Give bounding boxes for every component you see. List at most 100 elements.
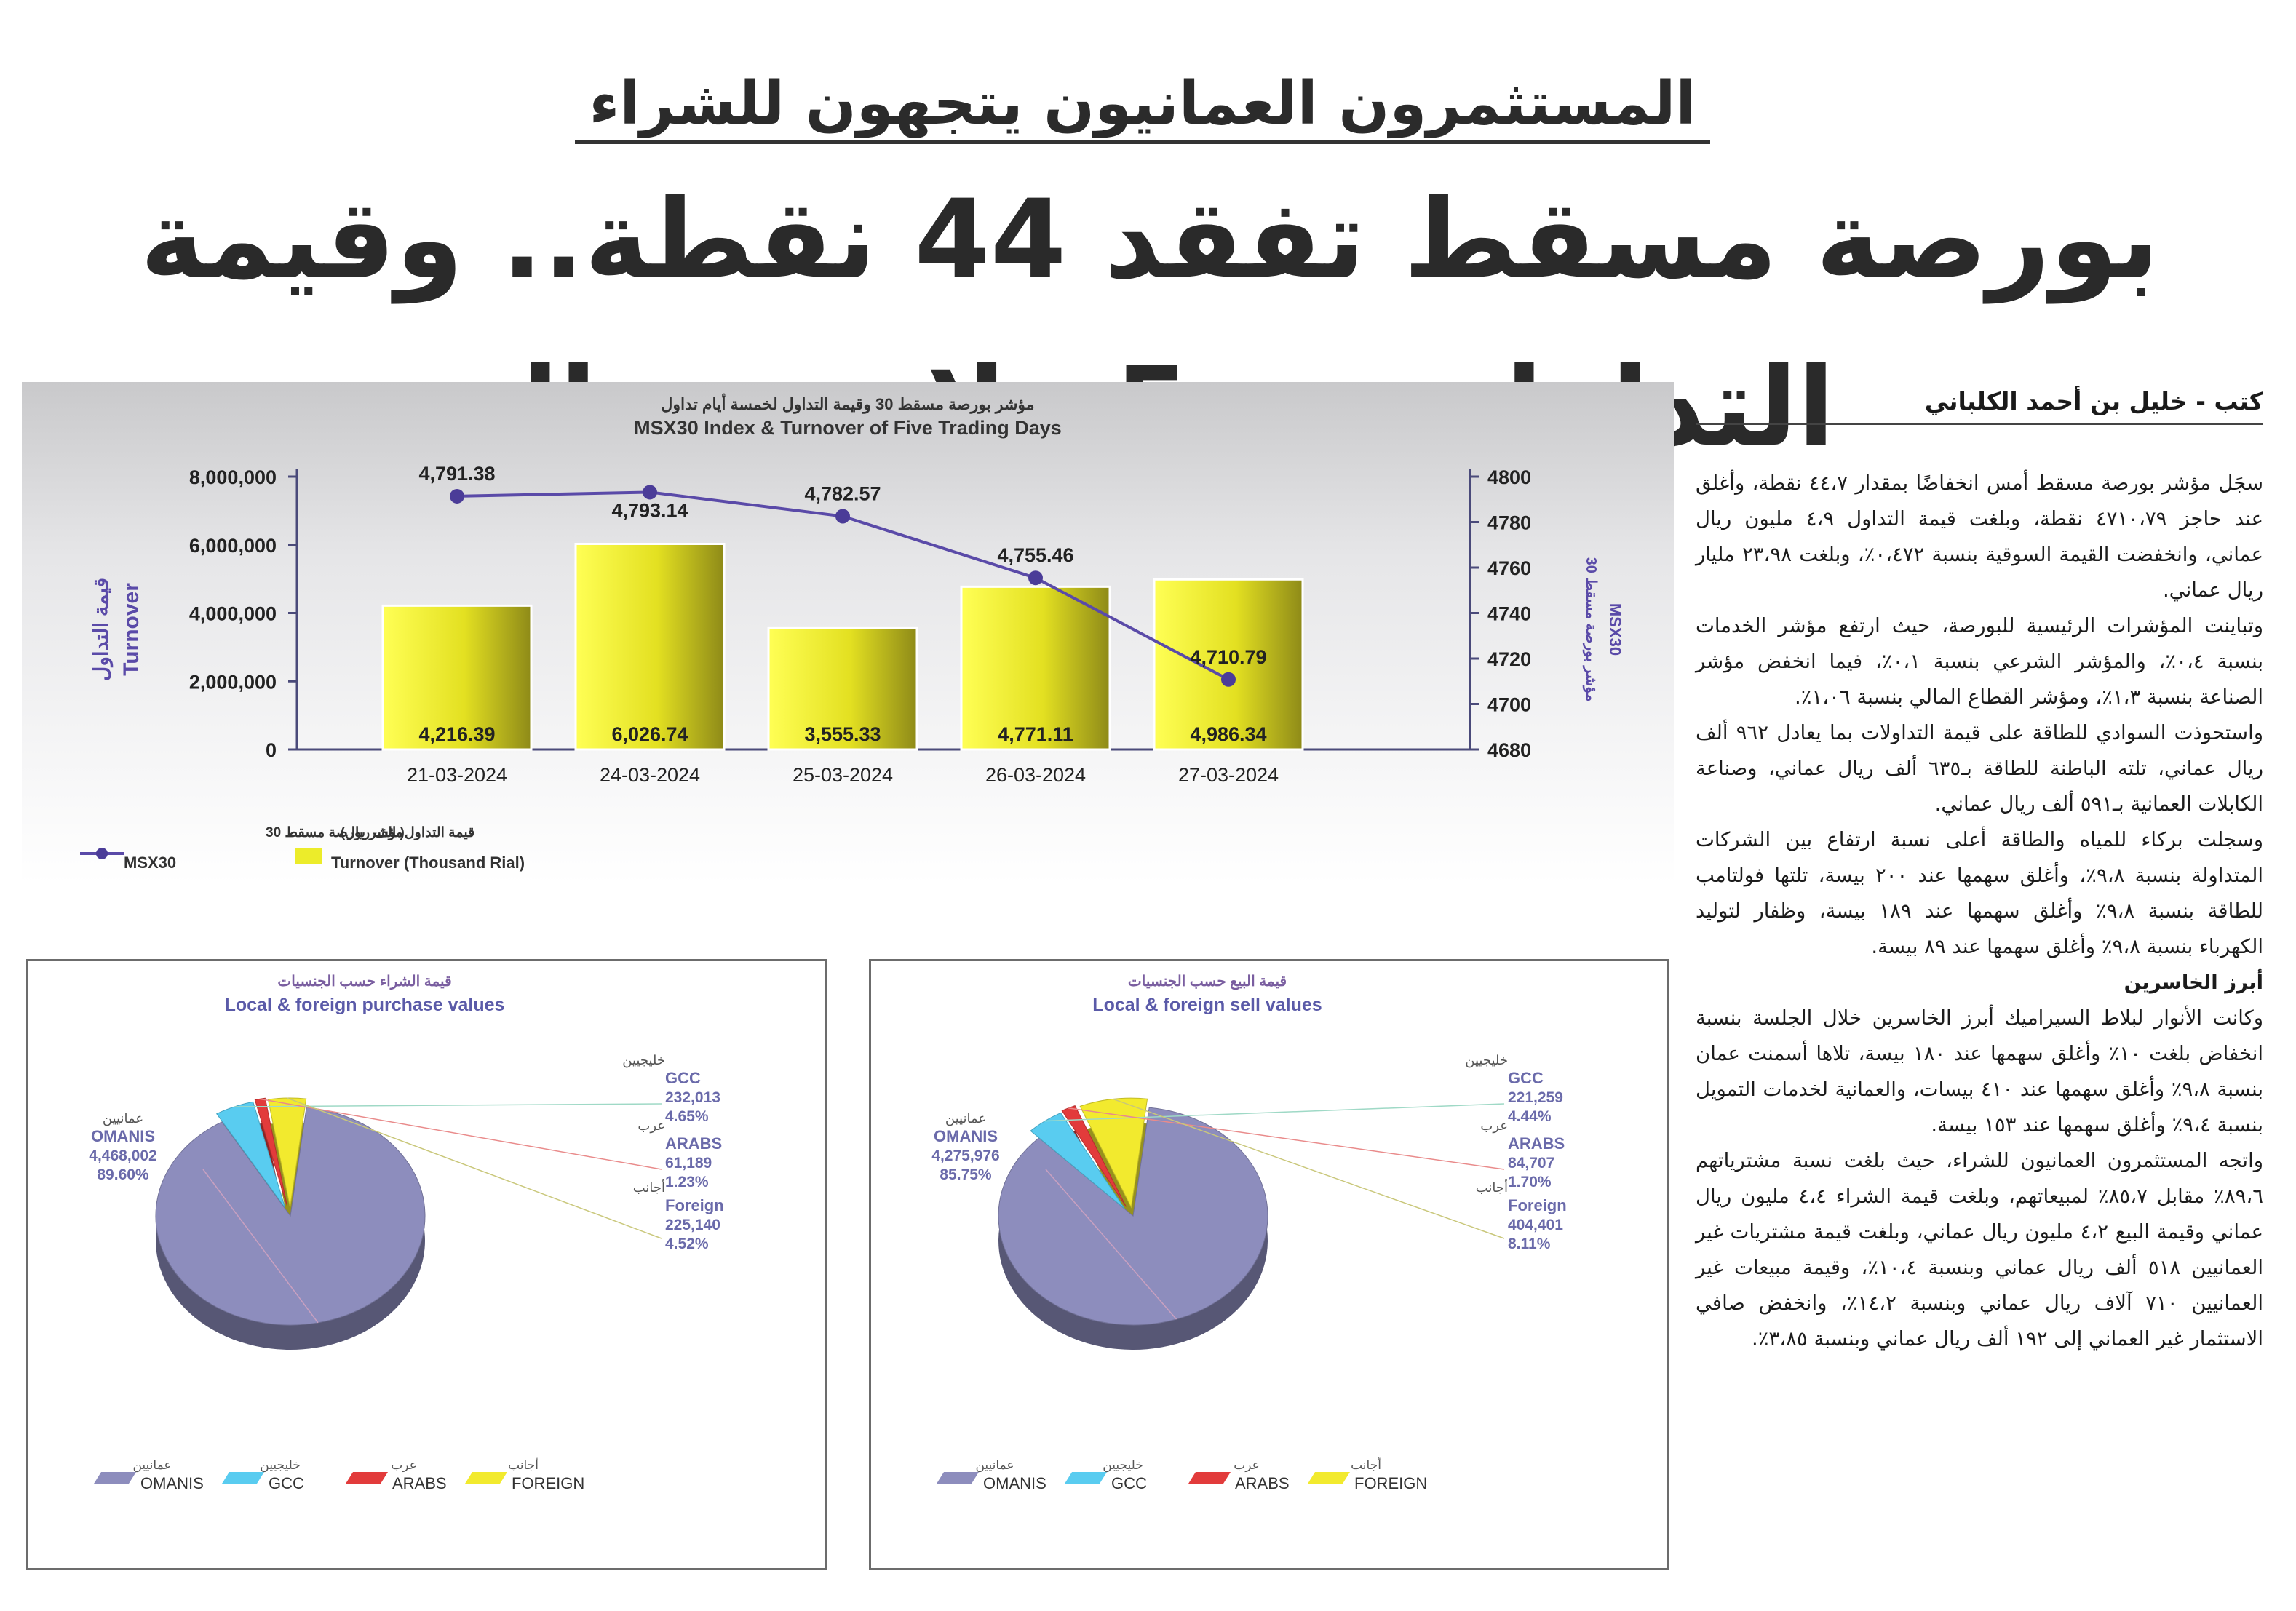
pie-legend-swatch	[222, 1472, 264, 1484]
legend-msx30: MSX30	[124, 854, 176, 872]
turnover-bar-label: 4,216.39	[418, 723, 495, 745]
right-tick-label: 4760	[1487, 557, 1531, 579]
article-body: سجَل مؤشر بورصة مسقط أمس انخفاضًا بمقدار…	[1696, 466, 2263, 1594]
article-paragraph: واتجه المستثمرون العمانيون للشراء، حيث ب…	[1696, 1149, 2264, 1351]
msx30-point-label: 4,782.57	[804, 482, 881, 504]
pie-legend-label-ar: أجانب	[1351, 1457, 1381, 1472]
pie-legend-label-ar: عمانيين	[132, 1458, 171, 1473]
article-byline: كتب - خليل بن أحمد الكلباني	[1696, 378, 2263, 425]
pie-value: 221,259	[1508, 1089, 1563, 1106]
pie-percent: 4.44%	[1508, 1108, 1552, 1125]
pie-legend-label: OMANIS	[983, 1474, 1046, 1492]
pie-value: 61,189	[665, 1155, 712, 1172]
right-axis-title: MSX30	[1606, 603, 1624, 656]
left-tick-label: 8,000,000	[189, 466, 277, 488]
legend-turnover-ar: قيمة التداول( الف ريال)	[341, 825, 474, 840]
pie-label-ar: عمانيين	[103, 1111, 143, 1126]
turnover-bar	[381, 604, 533, 751]
pie-legend-swatch	[1065, 1472, 1107, 1484]
right-tick-label: 4720	[1487, 648, 1531, 670]
left-tick-label: 6,000,000	[189, 535, 277, 557]
x-tick-label: 24-03-2024	[600, 764, 700, 786]
article-kicker: المستثمرون العمانيون يتجهون للشراء	[575, 64, 1710, 144]
left-tick-label: 2,000,000	[189, 671, 277, 693]
msx30-point-label: 4,791.38	[418, 463, 495, 485]
pie-title: Local & foreign purchase values	[225, 995, 505, 1015]
pie-legend-swatch	[346, 1472, 388, 1484]
pie-label-ar: أجانب	[633, 1179, 665, 1195]
turnover-bar	[1153, 578, 1304, 751]
pie-legend-label: FOREIGN	[1354, 1474, 1427, 1492]
pie-leader-line	[202, 1169, 319, 1324]
pie-value: 232,013	[665, 1089, 720, 1106]
right-tick-label: 4700	[1487, 694, 1531, 716]
pie-label: OMANIS	[91, 1127, 155, 1145]
left-tick-label: 0	[266, 739, 277, 761]
left-tick-label: 4,000,000	[189, 603, 277, 625]
turnover-bar	[960, 585, 1111, 751]
pie-leader-line	[1044, 1103, 1505, 1122]
sell-values-pie-chart: قيمة البيع حسب الجنسيات Local & foreign s…	[931, 974, 1567, 1492]
pie-legend-swatch	[1308, 1472, 1350, 1484]
pie-label: GCC	[665, 1069, 701, 1087]
pie-label: GCC	[1508, 1069, 1544, 1087]
turnover-bar-label: 3,555.33	[804, 723, 881, 745]
pie-legend-swatch	[937, 1472, 979, 1484]
pie-percent: 89.60%	[97, 1166, 149, 1183]
pie-label: ARABS	[1508, 1134, 1565, 1153]
pie-label-ar: عمانيين	[945, 1111, 986, 1126]
pie-legend-label-ar: عرب	[1234, 1458, 1260, 1473]
legend-line-marker	[96, 848, 108, 859]
pie-legend-label-ar: عرب	[391, 1458, 417, 1473]
pie-slice-arabs	[254, 1097, 287, 1206]
pie-percent: 1.70%	[1508, 1174, 1552, 1190]
pie-title: Local & foreign sell values	[1092, 995, 1322, 1015]
pie-label: Foreign	[665, 1196, 724, 1214]
pie-slice-omanis	[155, 1107, 426, 1326]
chart-title-ar: مؤشر بورصة مسقط 30 وقيمة التداول لخمسة أ…	[661, 393, 1034, 414]
pie-label: OMANIS	[934, 1127, 998, 1145]
turnover-bar	[574, 542, 726, 751]
article-paragraph: واستحوذت السوادي للطاقة على قيمة التداول…	[1696, 721, 2263, 816]
article-subhead: أبرز الخاسرين	[2124, 971, 2263, 994]
pie-legend-label-ar: خليجيين	[260, 1458, 300, 1473]
pie-title-ar: قيمة الشراء حسب الجنسيات	[277, 974, 451, 990]
pie-title-ar: قيمة البيع حسب الجنسيات	[1128, 974, 1287, 990]
msx30-point-label: 4,793.14	[611, 499, 688, 521]
chart-title: MSX30 Index & Turnover of Five Trading D…	[634, 417, 1062, 439]
pie-legend-label: FOREIGN	[512, 1474, 584, 1492]
turnover-bar-label: 6,026.74	[611, 723, 688, 745]
right-tick-label: 4740	[1487, 603, 1531, 625]
pie-legend-label: ARABS	[392, 1474, 447, 1492]
turnover-bar-label: 4,986.34	[1190, 723, 1266, 745]
pie-value: 404,401	[1508, 1217, 1563, 1233]
pie-label-ar: عرب	[1480, 1118, 1508, 1134]
purchase-values-pie-chart: قيمة الشراء حسب الجنسيات Local & foreign …	[89, 974, 724, 1492]
pie-value: 4,468,002	[89, 1147, 156, 1164]
pie-percent: 85.75%	[940, 1166, 992, 1183]
pie-percent: 8.11%	[1508, 1236, 1551, 1252]
pie-percent: 4.52%	[665, 1236, 709, 1252]
pie-leader-line	[234, 1103, 662, 1107]
left-axis-title: Turnover	[119, 583, 143, 676]
right-tick-label: 4780	[1487, 512, 1531, 534]
pie-leader-line	[1045, 1169, 1177, 1320]
x-tick-label: 27-03-2024	[1178, 764, 1279, 786]
pie-leader-line	[1113, 1098, 1505, 1239]
pie-legend-label: OMANIS	[140, 1474, 204, 1492]
article-paragraph: وتباينت المؤشرات الرئيسية للبورصة، حيث ا…	[1696, 614, 2263, 709]
pie-label-ar: خليجيين	[622, 1053, 665, 1068]
pie-legend-swatch	[1188, 1472, 1231, 1484]
pie-value: 4,275,976	[931, 1147, 999, 1164]
right-tick-label: 4680	[1487, 739, 1531, 761]
pie-legend-label: GCC	[269, 1474, 304, 1492]
msx30-point-label: 4,710.79	[1190, 646, 1266, 668]
article-paragraph: وسجلت بركاء للمياه والطاقة أعلى نسبة ارت…	[1696, 828, 2263, 958]
pie-leader-line	[1068, 1107, 1505, 1170]
pie-legend-swatch	[465, 1472, 507, 1484]
x-tick-label: 26-03-2024	[985, 764, 1086, 786]
sell-values-pie-panel: قيمة البيع حسب الجنسيات Local & foreign s…	[869, 959, 1669, 1570]
pie-label: Foreign	[1508, 1196, 1567, 1214]
msx30-point	[835, 509, 850, 524]
pie-percent: 4.65%	[665, 1108, 709, 1125]
